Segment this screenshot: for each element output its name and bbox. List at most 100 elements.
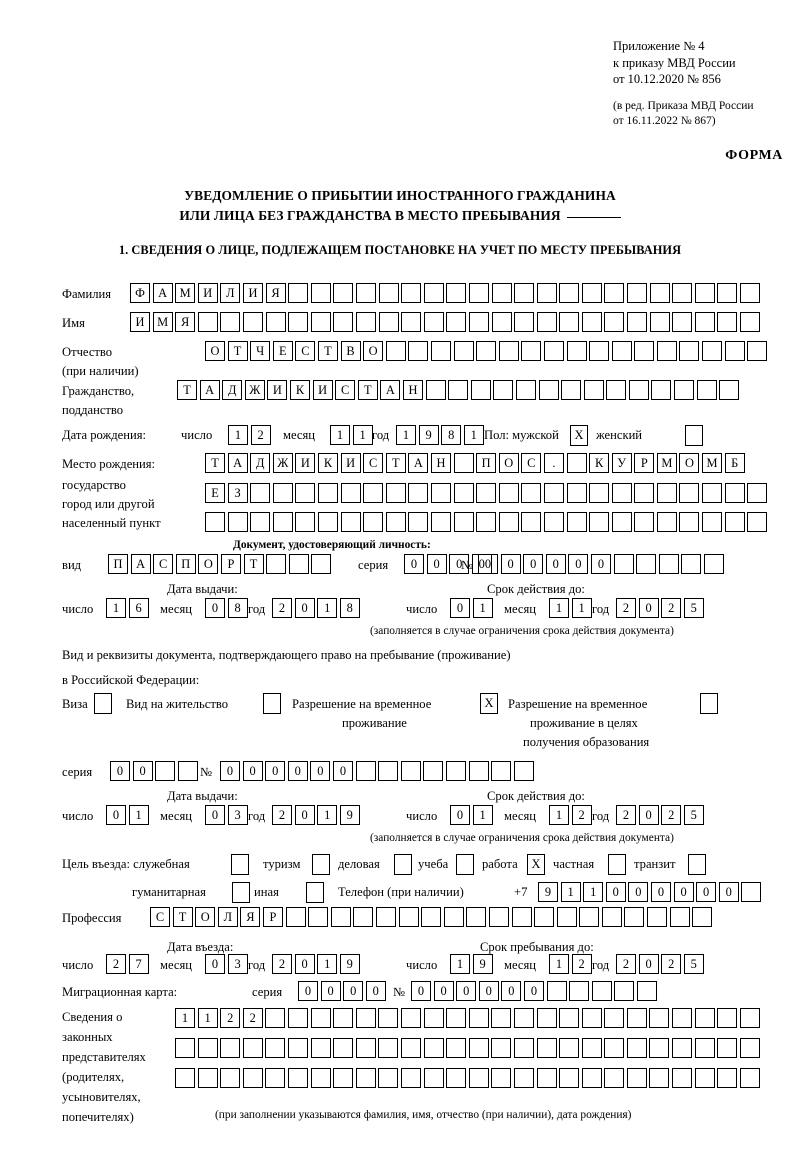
input-cell[interactable] xyxy=(649,1068,670,1088)
input-cell[interactable] xyxy=(694,312,715,332)
input-cell[interactable] xyxy=(385,341,406,361)
input-cell[interactable]: 2 xyxy=(272,598,292,618)
input-cell[interactable]: 9 xyxy=(538,882,558,902)
input-cell[interactable] xyxy=(559,1038,580,1058)
input-cell[interactable] xyxy=(634,341,655,361)
input-cell[interactable] xyxy=(694,1008,715,1028)
checkbox-purpose-private[interactable] xyxy=(608,854,626,875)
input-cell[interactable] xyxy=(559,1068,580,1088)
input-cell[interactable]: 1 xyxy=(352,425,373,445)
input-cell[interactable]: С xyxy=(153,554,174,574)
input-cell[interactable]: Р xyxy=(634,453,655,473)
input-cell[interactable] xyxy=(400,1008,421,1028)
input-cell[interactable]: 1 xyxy=(463,425,484,445)
input-cell[interactable]: 1 xyxy=(549,805,569,825)
input-cell[interactable]: 0 xyxy=(638,598,659,618)
input-cell[interactable]: 0 xyxy=(450,805,470,825)
input-cell[interactable] xyxy=(266,554,287,574)
input-cell[interactable] xyxy=(408,483,429,503)
input-cell[interactable]: И xyxy=(340,453,361,473)
input-cell[interactable] xyxy=(636,981,657,1001)
input-cell[interactable] xyxy=(476,341,497,361)
input-cell[interactable]: 0 xyxy=(568,554,589,574)
checkbox-purpose-work[interactable]: X xyxy=(527,854,545,875)
input-cell[interactable]: 8 xyxy=(441,425,462,445)
input-cell[interactable]: Я xyxy=(240,907,261,927)
input-cell[interactable] xyxy=(453,483,474,503)
checkbox-purpose-humanitarian[interactable] xyxy=(232,882,250,903)
input-cell[interactable]: 2 xyxy=(571,954,592,974)
input-cell[interactable] xyxy=(626,1038,647,1058)
input-cell[interactable] xyxy=(265,312,286,332)
input-cell[interactable] xyxy=(566,483,587,503)
input-cell[interactable] xyxy=(378,312,399,332)
input-cell[interactable] xyxy=(355,312,376,332)
input-cell[interactable]: 1 xyxy=(472,598,493,618)
input-cell[interactable] xyxy=(295,512,316,532)
input-cell[interactable] xyxy=(423,1008,444,1028)
input-cell[interactable] xyxy=(401,312,422,332)
input-cell[interactable] xyxy=(333,1068,354,1088)
input-cell[interactable] xyxy=(355,283,376,303)
input-cell[interactable]: Ж xyxy=(272,453,293,473)
input-cell[interactable]: 0 xyxy=(220,761,240,781)
input-cell[interactable] xyxy=(446,1068,467,1088)
input-cell[interactable]: 0 xyxy=(433,981,454,1001)
input-cell[interactable] xyxy=(378,1008,399,1028)
input-cell[interactable]: И xyxy=(197,283,218,303)
input-cell[interactable]: М xyxy=(702,453,723,473)
input-cell[interactable]: Б xyxy=(724,453,745,473)
input-cell[interactable]: 0 xyxy=(411,981,431,1001)
input-cell[interactable]: 0 xyxy=(456,981,477,1001)
input-cell[interactable] xyxy=(448,380,469,400)
input-cell[interactable] xyxy=(310,312,331,332)
input-cell[interactable]: 2 xyxy=(616,954,636,974)
field-reps-row-3[interactable] xyxy=(175,1068,762,1088)
input-cell[interactable] xyxy=(679,483,700,503)
input-cell[interactable]: Я xyxy=(265,283,286,303)
input-cell[interactable]: Т xyxy=(243,554,264,574)
input-cell[interactable] xyxy=(717,312,738,332)
input-cell[interactable] xyxy=(423,1038,444,1058)
input-cell[interactable]: И xyxy=(242,283,263,303)
input-cell[interactable] xyxy=(295,483,316,503)
input-cell[interactable]: Я xyxy=(175,312,196,332)
input-cell[interactable] xyxy=(220,1068,241,1088)
input-cell[interactable] xyxy=(538,380,559,400)
input-cell[interactable] xyxy=(310,1068,331,1088)
input-cell[interactable] xyxy=(425,380,446,400)
input-cell[interactable] xyxy=(375,907,396,927)
input-cell[interactable] xyxy=(310,1008,331,1028)
input-cell[interactable]: Р xyxy=(220,554,241,574)
input-cell[interactable] xyxy=(333,283,354,303)
input-cell[interactable] xyxy=(400,1038,421,1058)
input-cell[interactable] xyxy=(672,283,693,303)
input-cell[interactable] xyxy=(175,1068,195,1088)
input-cell[interactable] xyxy=(514,283,535,303)
input-cell[interactable] xyxy=(566,453,587,473)
input-cell[interactable]: 0 xyxy=(523,554,544,574)
input-cell[interactable] xyxy=(197,1038,218,1058)
input-cell[interactable] xyxy=(340,512,361,532)
input-cell[interactable]: 1 xyxy=(197,1008,218,1028)
input-cell[interactable] xyxy=(521,341,542,361)
input-cell[interactable]: Т xyxy=(172,907,193,927)
input-cell[interactable] xyxy=(514,312,535,332)
input-cell[interactable] xyxy=(636,554,657,574)
input-cell[interactable]: 0 xyxy=(294,954,315,974)
input-cell[interactable] xyxy=(672,1008,693,1028)
input-cell[interactable] xyxy=(658,554,679,574)
input-cell[interactable] xyxy=(604,1008,625,1028)
input-cell[interactable] xyxy=(634,512,655,532)
input-cell[interactable] xyxy=(717,1008,738,1028)
input-cell[interactable] xyxy=(453,512,474,532)
input-cell[interactable] xyxy=(310,1038,331,1058)
input-cell[interactable] xyxy=(579,907,600,927)
